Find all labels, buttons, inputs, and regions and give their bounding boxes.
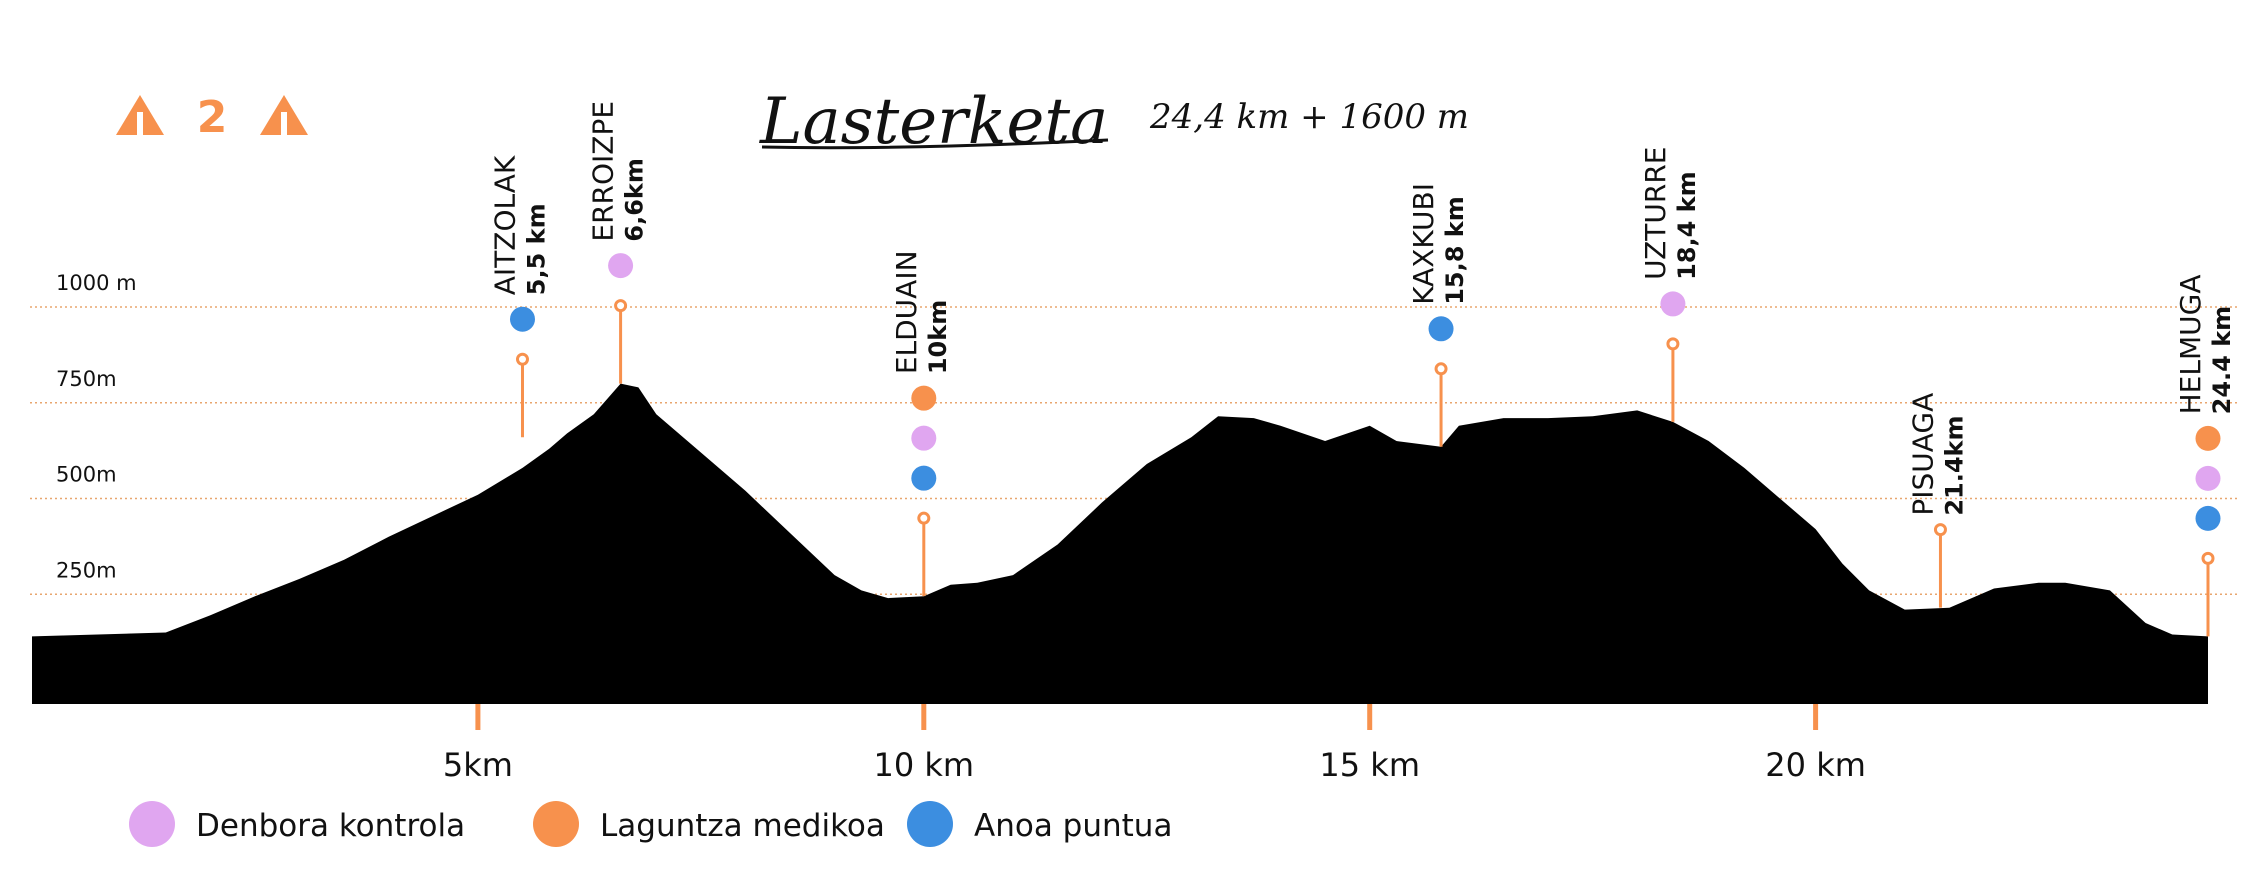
service-dot-water (911, 465, 937, 491)
x-tick-mark (921, 704, 927, 730)
x-tick-label: 5km (443, 746, 513, 784)
waypoint-label: UZTURRE 18,4 km (1639, 147, 1701, 280)
chart-subtitle: 24,4 km + 1600 m (1149, 97, 1469, 137)
waypoint-name: PISUAGA (1906, 393, 1939, 516)
waypoint-distance: 24.4 km (2208, 306, 2236, 415)
waypoint-name: ELDUAIN (890, 250, 923, 374)
service-dot-time-control (1660, 291, 1686, 317)
legend-label: Laguntza medikoa (600, 808, 885, 844)
legend-swatch-time-control (129, 801, 175, 847)
x-tick-mark (1813, 704, 1819, 730)
service-dot-time-control (2195, 465, 2221, 491)
legend-label: Anoa puntua (974, 808, 1172, 844)
x-tick-label: 20 km (1765, 746, 1866, 784)
service-dot-time-control (608, 253, 634, 279)
service-dot-water (2195, 505, 2221, 531)
waypoint-pin-head (1666, 337, 1680, 351)
waypoint-name: UZTURRE (1639, 147, 1672, 280)
waypoint-label: ELDUAIN 10km (890, 250, 952, 374)
title-underline (761, 138, 1109, 150)
y-tick-label: 1000 m (56, 271, 137, 295)
service-dot-time-control (911, 425, 937, 451)
waypoint-pin-head (1434, 362, 1448, 376)
waypoint-label: PISUAGA 21.4km (1906, 393, 1968, 516)
waypoint-distance: 6,6km (621, 158, 649, 241)
legend-swatch-medical (533, 801, 579, 847)
flag-icon-right (260, 95, 308, 135)
x-tick-label: 15 km (1319, 746, 1420, 784)
waypoint-distance: 15,8 km (1441, 196, 1469, 305)
x-tick-label: 10 km (874, 746, 975, 784)
waypoint-pin-head (2201, 551, 2215, 565)
waypoint-distance: 10km (924, 300, 952, 374)
y-tick-label: 250m (56, 558, 117, 582)
waypoint-name: AITZOLAK (488, 155, 521, 295)
legend-swatch-water (907, 801, 953, 847)
waypoint-name: HELMUGA (2174, 275, 2207, 415)
elevation-profile-area (32, 383, 2208, 704)
waypoint-pin-head (917, 511, 931, 525)
waypoint-distance: 5,5 km (522, 203, 550, 295)
x-tick-mark (1367, 704, 1373, 730)
y-tick-label: 500m (56, 463, 117, 487)
service-dot-medical (2195, 425, 2221, 451)
waypoint-label: HELMUGA 24.4 km (2174, 275, 2236, 415)
waypoint-distance: 21.4km (1940, 415, 1968, 515)
y-tick-label: 750m (56, 367, 117, 391)
waypoint-name: ERROIZPE (587, 101, 620, 242)
waypoint-label: AITZOLAK 5,5 km (488, 155, 550, 295)
waypoint-pin-head (515, 352, 529, 366)
x-tick-mark (475, 704, 481, 730)
flag-icon-left (116, 95, 164, 135)
legend-label: Denbora kontrola (196, 808, 465, 844)
waypoint-distance: 18,4 km (1673, 171, 1701, 280)
service-dot-water (509, 306, 535, 332)
race-badge-number: 2 (197, 92, 228, 143)
waypoint-pin-head (1933, 523, 1947, 537)
race-badge: 2 (116, 92, 308, 143)
waypoint-name: KAXKUBI (1407, 183, 1440, 305)
waypoint-label: KAXKUBI 15,8 km (1407, 183, 1469, 305)
waypoint-label: ERROIZPE 6,6km (587, 101, 649, 242)
waypoint-pin-head (614, 299, 628, 313)
service-dot-medical (911, 385, 937, 411)
service-dot-water (1428, 316, 1454, 342)
